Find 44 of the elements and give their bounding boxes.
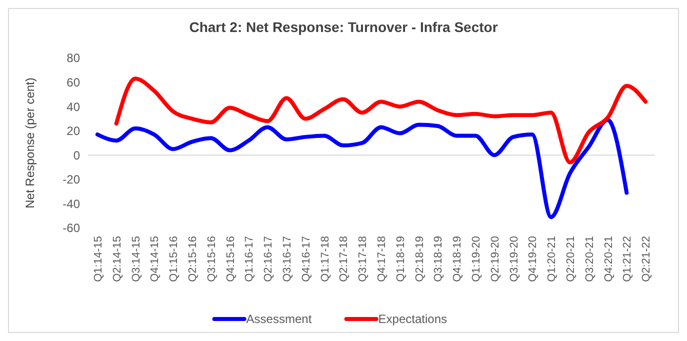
x-tick-label: Q4:20-21 xyxy=(602,236,615,282)
x-tick-label: Q4:14-15 xyxy=(149,236,162,282)
legend-label: Assessment xyxy=(246,312,312,326)
x-tick-label: Q4:17-18 xyxy=(376,236,388,282)
x-tick-label: Q2:18-19 xyxy=(414,236,426,282)
y-tick-label: 60 xyxy=(66,75,80,90)
x-tick-label: Q3:19-20 xyxy=(508,236,520,282)
y-tick-label: 0 xyxy=(73,148,80,162)
y-axis-title: Net Response (per cent) xyxy=(23,78,37,208)
y-tick-label: 40 xyxy=(66,100,80,114)
x-tick-label: Q3:17-18 xyxy=(357,236,370,282)
x-tick-label: Q2:15-16 xyxy=(186,236,199,282)
x-tick-label: Q1:20-21 xyxy=(546,236,558,282)
x-tick-label: Q1:15-16 xyxy=(168,236,180,282)
x-tick-label: Q2:21-22 xyxy=(640,236,653,282)
x-tick-label: Q3:15-16 xyxy=(206,236,218,282)
x-tick-label: Q2:14-15 xyxy=(111,236,124,282)
x-tick-label: Q1:14-15 xyxy=(92,236,104,282)
x-tick-label: Q2:20-21 xyxy=(564,236,577,282)
x-tick-label: Q4:15-16 xyxy=(224,236,237,282)
y-tick-label: 80 xyxy=(66,51,80,66)
x-tick-label: Q4:19-20 xyxy=(527,236,540,282)
x-tick-label: Q1:19-20 xyxy=(470,236,482,282)
x-tick-label: Q1:18-19 xyxy=(394,236,407,282)
line-series xyxy=(95,118,629,220)
x-tick-label: Q2:17-18 xyxy=(338,236,350,282)
x-tick-label: Q3:16-17 xyxy=(281,236,294,282)
y-tick-label: -20 xyxy=(62,172,80,187)
x-tick-label: Q2:19-20 xyxy=(489,236,502,282)
y-tick-label: -60 xyxy=(62,221,80,236)
x-tick-label: Q4:16-17 xyxy=(300,236,312,282)
x-tick-label: Q1:16-17 xyxy=(244,236,256,282)
y-tick-label: -40 xyxy=(62,196,80,211)
x-tick-label: Q4:18-19 xyxy=(452,236,464,282)
x-tick-label: Q3:14-15 xyxy=(130,236,142,282)
x-tick-label: Q3:20-21 xyxy=(584,236,596,282)
x-tick-label: Q1:21-22 xyxy=(622,236,634,282)
chart-title: Chart 2: Net Response: Turnover - Infra Sector xyxy=(189,19,498,35)
y-tick-label: 20 xyxy=(66,124,80,138)
x-tick-label: Q2:16-17 xyxy=(262,236,275,282)
legend-label: Expectations xyxy=(378,312,448,326)
x-tick-label: Q1:17-18 xyxy=(319,236,332,282)
line-series xyxy=(114,76,648,164)
x-tick-label: Q3:18-19 xyxy=(432,236,445,282)
